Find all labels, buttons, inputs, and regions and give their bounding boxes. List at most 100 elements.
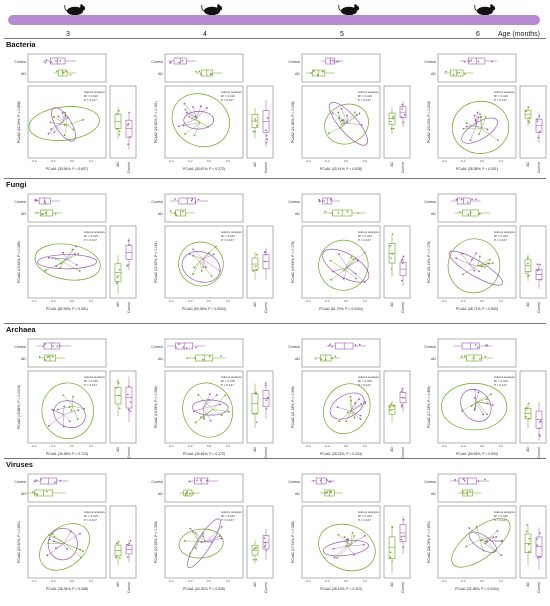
jitter-point xyxy=(527,543,530,546)
adonis-text: Adonis analysis xyxy=(358,510,379,514)
x-tick-label: -0.4 xyxy=(168,159,174,163)
sample-point xyxy=(66,117,69,119)
x-tick-label: 0.2 xyxy=(89,159,94,163)
jitter-point xyxy=(43,200,46,202)
jitter-point xyxy=(194,201,197,204)
jitter-point xyxy=(265,129,267,131)
sample-point xyxy=(341,119,343,122)
sample-point xyxy=(337,117,340,120)
y-axis-label: PCoA2 (28.09%, P = 0.850) xyxy=(427,521,431,563)
x-tick-label: 0.2 xyxy=(226,444,231,448)
jitter-point xyxy=(536,269,539,272)
sample-point xyxy=(455,257,458,260)
sample-point xyxy=(192,273,194,276)
sample-point xyxy=(63,134,66,137)
spider-line xyxy=(481,128,499,141)
sample-point xyxy=(479,255,481,258)
spider-line xyxy=(344,258,356,270)
x-tick-label: -0.2 xyxy=(50,579,56,583)
jitter-point xyxy=(200,479,202,481)
box-x-label: AD xyxy=(253,446,257,451)
jitter-point xyxy=(357,212,359,214)
ad-ellipse xyxy=(178,241,224,287)
jitter-point xyxy=(400,404,403,406)
ordination-frame xyxy=(164,85,244,159)
jitter-point xyxy=(536,556,539,559)
spider-line xyxy=(338,254,348,268)
jitter-point xyxy=(115,386,118,389)
jitter-point xyxy=(128,542,131,545)
sample-point xyxy=(81,550,84,553)
y-axis-label: PCoA2 (19.59%, P = 0.356) xyxy=(154,386,158,428)
top-boxplot-frame xyxy=(27,473,107,503)
x-tick-label: 0.0 xyxy=(70,299,75,303)
ad-ellipse xyxy=(28,106,100,141)
spider-line xyxy=(63,395,73,407)
spider-line xyxy=(62,261,80,272)
jitter-point xyxy=(184,492,187,495)
jitter-point xyxy=(310,72,312,74)
spider-line xyxy=(350,396,352,412)
jitter-point xyxy=(264,260,266,263)
spider-line xyxy=(350,540,356,546)
sample-point xyxy=(354,257,357,260)
box-x-label: AD xyxy=(253,581,257,586)
spider-line xyxy=(205,538,222,543)
jitter-point xyxy=(536,544,538,546)
ad-ellipse xyxy=(39,523,90,571)
x-tick-label: 0.0 xyxy=(207,299,212,303)
sample-point xyxy=(331,112,334,114)
spider-line xyxy=(193,255,200,262)
jitter-point xyxy=(264,382,267,384)
spider-line xyxy=(476,526,481,540)
group-label-control: Control xyxy=(424,60,436,64)
jitter-point xyxy=(401,103,404,106)
sample-point xyxy=(76,418,79,420)
sample-point xyxy=(476,111,479,114)
sample-point xyxy=(343,536,346,538)
sample-point xyxy=(497,139,499,142)
x-axis-label: PCoA1 (34.38%, P = 0.713) xyxy=(46,452,88,456)
spider-line xyxy=(475,401,493,406)
mouse-tail xyxy=(474,4,478,12)
ad-ellipse xyxy=(323,383,371,434)
sample-point xyxy=(208,251,211,254)
jitter-point xyxy=(118,110,120,112)
adonis-text: R² = 0.116 xyxy=(358,94,372,98)
jitter-point xyxy=(54,481,56,484)
spider-line xyxy=(469,527,486,542)
adonis-text: R² = 0.116 xyxy=(221,379,235,383)
sample-point xyxy=(63,124,66,126)
x-tick-label: -0.4 xyxy=(305,299,311,303)
jitter-point xyxy=(44,212,47,214)
spider-line xyxy=(48,257,67,260)
spider-line xyxy=(200,409,213,418)
ad-ellipse xyxy=(318,239,369,291)
jitter-point xyxy=(400,390,403,393)
sample-point xyxy=(206,106,208,109)
jitter-point xyxy=(126,556,129,558)
jitter-point xyxy=(389,245,392,247)
jitter-point xyxy=(325,491,328,494)
control-ellipse xyxy=(322,248,370,283)
spider-line xyxy=(350,401,366,411)
x-tick-label: 0.2 xyxy=(499,299,504,303)
spider-line xyxy=(466,125,477,127)
jitter-point xyxy=(337,60,340,63)
spider-line xyxy=(477,256,481,266)
sample-point xyxy=(462,127,465,130)
sample-point xyxy=(72,128,75,131)
spider-line xyxy=(475,120,477,126)
jitter-point xyxy=(189,492,191,495)
sample-point xyxy=(342,119,345,121)
x-tick-label: -0.4 xyxy=(441,299,447,303)
spider-line xyxy=(478,128,482,135)
jitter-point xyxy=(322,70,324,73)
control-ellipse xyxy=(468,531,497,553)
spider-line xyxy=(62,252,68,260)
sample-point xyxy=(192,106,194,108)
jitter-point xyxy=(458,71,461,74)
